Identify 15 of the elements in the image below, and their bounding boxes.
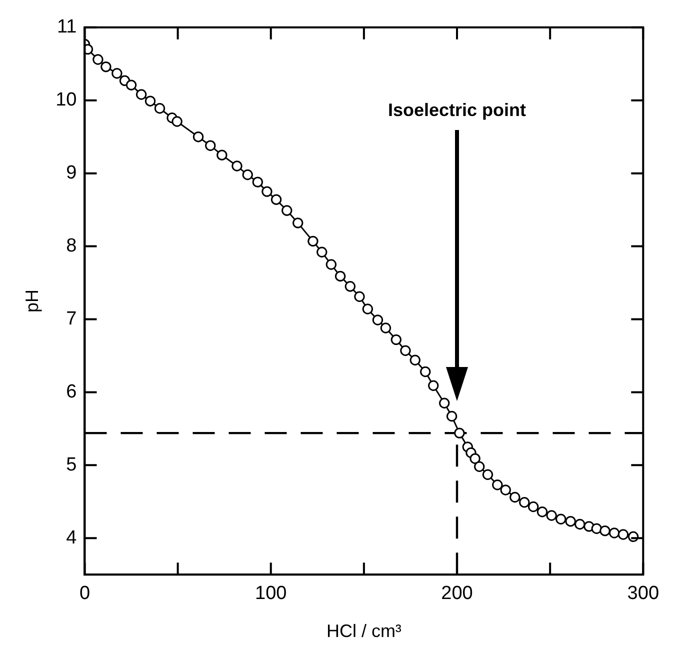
y-tick-label: 6 <box>66 381 77 402</box>
y-axis-title: pH <box>22 289 42 313</box>
y-tick-label: 10 <box>56 90 77 111</box>
y-tick-label: 11 <box>57 16 77 38</box>
y-tick-label: 9 <box>66 162 77 184</box>
y-tick-label: 5 <box>66 454 77 476</box>
x-tick-label: 0 <box>79 583 90 604</box>
x-tick-label: 300 <box>627 583 659 604</box>
x-axis-title: HCl / cm³ <box>326 621 402 642</box>
y-tick-label: 4 <box>66 527 78 548</box>
y-tick-label: 8 <box>66 236 77 257</box>
y-tick-label: 7 <box>66 308 77 330</box>
annotation: Isoelectric point <box>386 100 528 121</box>
x-tick-label: 100 <box>255 583 287 604</box>
x-tick-label: 200 <box>441 583 473 604</box>
